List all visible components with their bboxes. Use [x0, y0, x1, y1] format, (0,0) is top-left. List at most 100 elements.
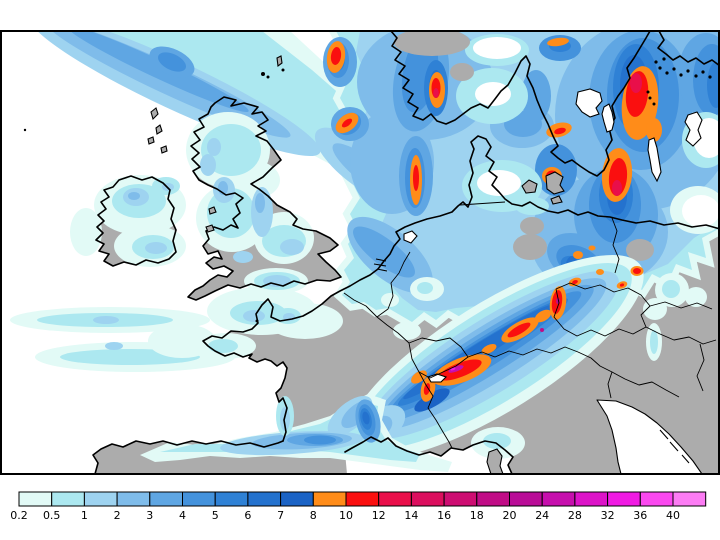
precipitation-layer-shape [381, 293, 399, 307]
border-layer-shape [467, 346, 613, 399]
coastline-layer-shape [23, 128, 27, 132]
colorbar-segment [410, 491, 445, 507]
colorbar: 0.2 0.5 1 2 3 4 5 6 7 8 10 12 14 16 18 20 24 28 32 36 40 [10, 491, 707, 522]
colorbar-segment [214, 491, 249, 507]
archipelago-dots-shape [652, 102, 656, 106]
precipitation-layer-shape [105, 342, 123, 350]
archipelago-dots [646, 57, 712, 106]
colorbar-segment [51, 491, 85, 507]
precipitation-layer-shape [93, 316, 119, 324]
island-lake-layer-shape [521, 179, 538, 194]
colorbar-segment [116, 491, 151, 507]
precipitation-layer-shape [650, 330, 658, 354]
precipitation-layer-shape [475, 82, 511, 106]
heavy-precip-cores-shape [630, 73, 642, 93]
island-lake-layer-shape [266, 75, 270, 79]
colorbar-tick-label: 2 [114, 509, 121, 522]
colorbar-segment [247, 491, 282, 507]
heavy-precip-cores-shape [540, 328, 544, 332]
border-layer-shape [376, 251, 411, 318]
colorbar-tick-label: 1 [81, 509, 88, 522]
archipelago-dots-shape [708, 75, 712, 79]
archipelago-dots-shape [679, 73, 683, 77]
precipitation-layer-shape [513, 234, 547, 260]
heavy-precip-cores-shape [612, 180, 622, 196]
coastline-layer-shape [373, 258, 388, 272]
precipitation-layer-shape [200, 154, 216, 176]
colorbar-tick-label: 7 [277, 509, 284, 522]
heavy-precip-cores-shape [438, 359, 482, 381]
precipitation-layer-shape [477, 170, 521, 196]
archipelago-dots-shape [665, 71, 669, 75]
colorbar-tick-label: 32 [601, 509, 615, 522]
colorbar-tick-label: 40 [666, 509, 680, 522]
heavy-precip-cores-shape [448, 365, 464, 373]
precipitation-layer-shape [414, 388, 450, 412]
heavy-precip-cores-shape [619, 283, 625, 287]
border-layer-shape [696, 343, 705, 392]
archipelago-dots-shape [648, 96, 652, 100]
colorbar-segment [509, 491, 543, 507]
border-layer-shape [376, 316, 410, 344]
colorbar-tick-label: 20 [503, 509, 517, 522]
island-lake-layer-shape [150, 107, 159, 121]
precipitation-layer-shape [473, 37, 521, 59]
colorbar-segment [149, 491, 184, 507]
colorbar-tick-label: 14 [404, 509, 418, 522]
archipelago-dots-shape [658, 66, 662, 70]
archipelago-dots-shape [654, 60, 658, 64]
colorbar-segment [541, 491, 576, 507]
map-frame [0, 30, 720, 475]
border-layer-shape [408, 337, 469, 379]
precipitation-layer-shape [626, 239, 654, 261]
colorbar-segment [378, 491, 412, 507]
island-lake-layer-shape [261, 72, 265, 76]
border-layer-shape [649, 301, 713, 310]
heavy-precip-cores-shape [596, 269, 604, 275]
precipitation-layer-shape [417, 282, 433, 294]
border-layer-shape [645, 326, 717, 345]
heavy-precip-cores-shape [534, 309, 552, 323]
precipitation-layer-shape [128, 192, 140, 200]
island-lake-layer-shape [155, 124, 163, 135]
colorbar-tick-label: 5 [212, 509, 219, 522]
archipelago-dots-shape [694, 74, 698, 78]
precipitation-layer-shape [393, 322, 421, 340]
heavy-precip-cores [326, 37, 662, 402]
precipitation-layer-shape [662, 280, 680, 298]
precipitation-layer-shape [208, 339, 238, 353]
precipitation-layer-shape [707, 62, 719, 108]
border-layer [343, 201, 717, 449]
precipitation-layer-shape [233, 251, 253, 263]
archipelago-dots-shape [672, 67, 676, 71]
precipitation-layer-shape [483, 433, 511, 449]
precipitation-layer-shape [362, 411, 370, 425]
colorbar-segment [672, 491, 707, 507]
map-content [10, 32, 719, 473]
precipitation-layer-shape [515, 197, 549, 215]
precipitation-layer-shape [157, 52, 187, 72]
heavy-precip-cores-shape [481, 344, 497, 354]
precipitation-layer-shape [255, 193, 265, 213]
colorbar-tick-label: 10 [339, 509, 353, 522]
colorbar-tick-label: 16 [437, 509, 451, 522]
precipitation-layer-shape [394, 32, 470, 56]
colorbar-tick-label: 6 [244, 509, 251, 522]
archipelago-dots-shape [662, 57, 666, 61]
archipelago-dots-shape [701, 70, 705, 74]
island-lake-layer-shape [545, 171, 565, 195]
colorbar-segment [443, 491, 478, 507]
island-lake-layer-shape [575, 88, 603, 118]
island-lake-layer-shape [255, 319, 259, 323]
heavy-precip-cores-shape [507, 322, 531, 338]
precipitation-layer-shape [682, 195, 719, 227]
colorbar-tick-label: 12 [372, 509, 386, 522]
colorbar-tick-label: 0.5 [43, 509, 61, 522]
heavy-precip-cores-shape [433, 88, 439, 98]
colorbar-tick-label: 8 [310, 509, 317, 522]
archipelago-dots-shape [686, 69, 690, 73]
heavy-precip-cores-shape [573, 251, 583, 259]
island-lake-layer-shape [281, 68, 285, 72]
